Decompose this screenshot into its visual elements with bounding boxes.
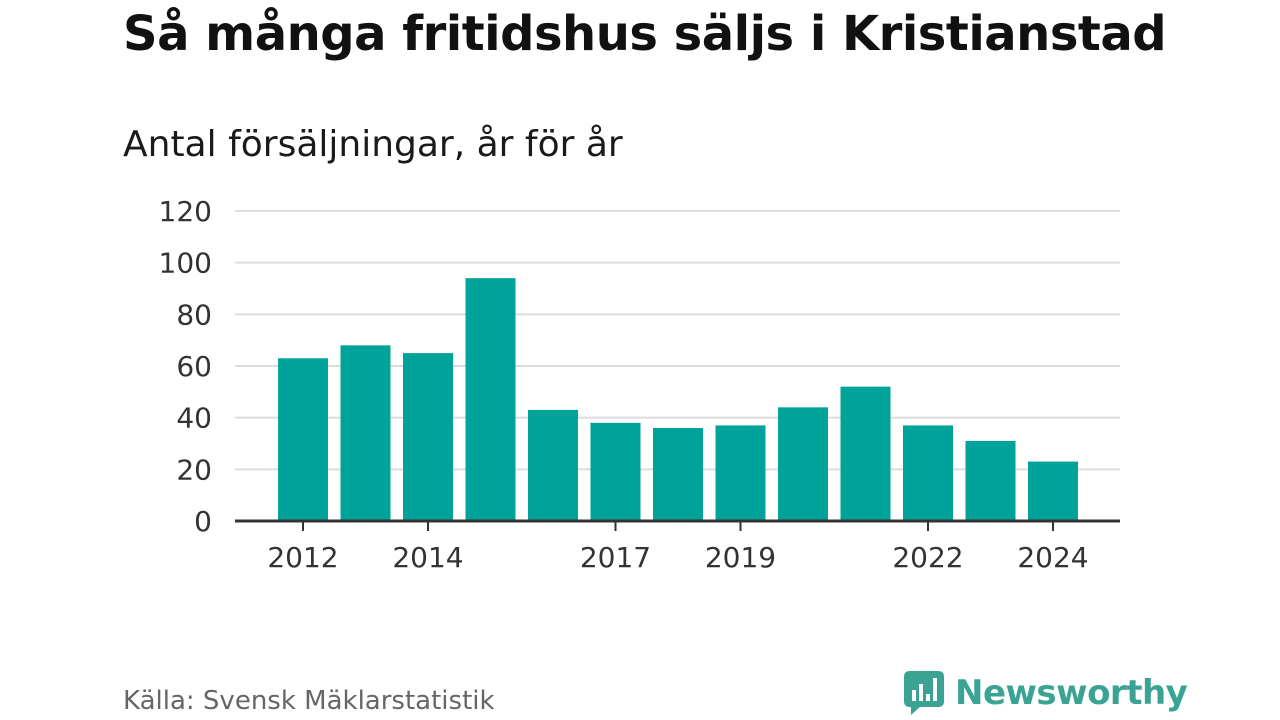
x-tick-label: 2017 bbox=[580, 541, 651, 574]
y-tick-label: 120 bbox=[159, 195, 212, 228]
x-tick-label: 2014 bbox=[392, 541, 463, 574]
y-tick-label: 0 bbox=[194, 505, 212, 538]
y-tick-label: 60 bbox=[176, 350, 212, 383]
y-tick-label: 100 bbox=[159, 247, 212, 280]
brand-name: Newsworthy bbox=[955, 673, 1188, 713]
chart-subtitle: Antal försäljningar, år för år bbox=[123, 124, 623, 165]
x-tick-label: 2024 bbox=[1017, 541, 1088, 574]
newsworthy-logo-icon bbox=[904, 671, 944, 715]
bar-2016 bbox=[528, 409, 578, 521]
source-note: Källa: Svensk Mäklarstatistik bbox=[123, 686, 495, 716]
x-axis-ticks: 2012 2014 2017 2019 2022 2024 bbox=[267, 521, 1089, 574]
bar-2017 bbox=[590, 422, 641, 521]
bar-2014 bbox=[403, 353, 453, 521]
bar-2012 bbox=[278, 358, 328, 521]
bar-2020 bbox=[778, 407, 828, 521]
y-axis-ticks: 0 20 40 60 80 100 120 bbox=[159, 195, 212, 538]
bar-2013 bbox=[340, 345, 391, 521]
y-tick-label: 80 bbox=[176, 298, 212, 331]
brand-logo: Newsworthy bbox=[903, 670, 1188, 716]
y-tick-label: 40 bbox=[176, 402, 212, 435]
x-tick-label: 2022 bbox=[892, 541, 963, 574]
bar-2023 bbox=[965, 440, 1016, 521]
x-tick-label: 2019 bbox=[705, 541, 776, 574]
bar-2019 bbox=[715, 425, 766, 521]
bar-chart: 0 20 40 60 80 100 120 2012 2014 2017 2019 2022 2024 bbox=[159, 195, 1120, 574]
bar-2018 bbox=[653, 428, 703, 521]
chart-title: Så många fritidshus säljs i Kristianstad bbox=[123, 6, 1167, 62]
y-tick-label: 20 bbox=[176, 453, 212, 486]
bars bbox=[278, 278, 1078, 521]
bar-2021 bbox=[840, 386, 891, 521]
x-tick-label: 2012 bbox=[267, 541, 338, 574]
bar-2015 bbox=[465, 278, 516, 521]
bar-2024 bbox=[1028, 461, 1078, 521]
bar-2022 bbox=[903, 425, 953, 521]
